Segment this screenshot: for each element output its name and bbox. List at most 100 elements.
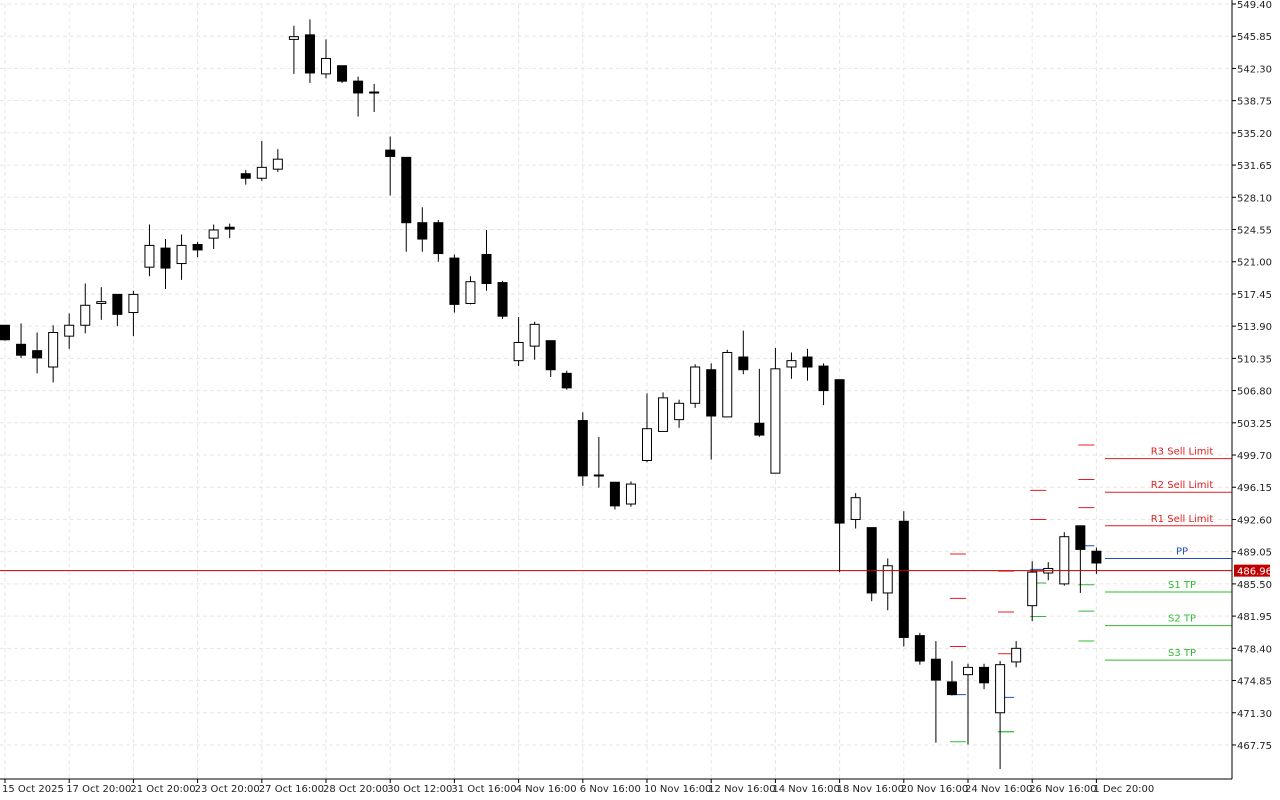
current-price-tag <box>1234 564 1270 577</box>
candle <box>674 399 685 428</box>
y-axis-ticks: 549.40 545.85 542.30 538.75 535.20 531.65 528.… <box>1232 0 1272 752</box>
grid-lines <box>0 3 1232 779</box>
candle <box>16 323 27 358</box>
candle-body <box>770 368 781 474</box>
candle-body <box>385 149 396 157</box>
candle <box>353 76 364 117</box>
y-tick-label: 496.15 <box>1237 483 1272 494</box>
candle-body <box>128 293 139 314</box>
candle-body <box>1075 525 1086 550</box>
candles <box>0 19 1102 770</box>
y-tick-label: 471.30 <box>1237 709 1272 720</box>
candle-body <box>240 173 251 179</box>
y-tick-label: 538.75 <box>1237 97 1272 108</box>
candle-body <box>48 332 59 368</box>
y-tick-label: 524.55 <box>1237 226 1272 237</box>
candle <box>208 224 219 250</box>
candle <box>224 223 235 239</box>
candle-body <box>802 356 813 368</box>
candle-body <box>513 341 524 362</box>
pivot-label-s3-tp: S3 TP <box>1168 648 1196 659</box>
candle <box>112 293 123 327</box>
x-tick-label: 20 Nov 16:00 <box>901 784 968 795</box>
pivot-label-r2-sell-limit: R2 Sell Limit <box>1151 480 1214 491</box>
candle <box>593 436 604 488</box>
candle-body <box>834 379 845 524</box>
candle <box>176 234 187 280</box>
y-tick-label: 549.40 <box>1237 0 1272 11</box>
pivot-label-s1-tp: S1 TP <box>1168 580 1196 591</box>
candle <box>898 511 909 647</box>
candle <box>497 280 508 319</box>
candle-body <box>80 304 91 326</box>
candle-body <box>497 282 508 317</box>
pivot-levels: R3 Sell Limit R2 Sell Limit R1 Sell Limit P… <box>1105 447 1232 661</box>
candle-body <box>754 422 765 436</box>
candle-body <box>224 226 235 230</box>
candle-body <box>96 301 107 304</box>
candle-body <box>577 420 588 477</box>
y-tick-label: 478.40 <box>1237 644 1272 655</box>
candle <box>786 352 797 379</box>
candle <box>256 141 267 181</box>
y-tick-label: 521.00 <box>1237 258 1272 269</box>
x-tick-label: 24 Nov 16:00 <box>965 784 1032 795</box>
candle-body <box>481 253 492 285</box>
candle <box>128 290 139 337</box>
candle <box>963 663 973 745</box>
candle-body <box>979 666 990 684</box>
x-tick-label: 1 Dec 20:00 <box>1093 784 1154 795</box>
pivot-label-r3-sell-limit: R3 Sell Limit <box>1151 447 1214 458</box>
candle-body <box>738 356 749 371</box>
candle <box>995 661 1006 770</box>
candle-body <box>561 372 572 389</box>
candle <box>369 83 380 112</box>
candle-body <box>946 681 957 696</box>
candle-body <box>288 36 299 40</box>
candle <box>770 347 781 474</box>
candle <box>240 170 251 185</box>
candle <box>401 156 412 252</box>
candle-body <box>706 369 717 417</box>
candle <box>642 393 652 463</box>
y-tick-label: 467.75 <box>1237 741 1272 752</box>
candle-body <box>625 483 636 505</box>
x-tick-label: 27 Oct 16:00 <box>259 784 324 795</box>
candle-body <box>176 244 187 265</box>
candle <box>304 19 315 83</box>
candle-body <box>930 658 941 681</box>
candle <box>930 641 941 743</box>
candle-body <box>256 166 267 179</box>
candle-body <box>112 293 123 315</box>
y-tick-label: 510.35 <box>1237 354 1272 365</box>
candle-body <box>609 481 620 507</box>
candle <box>754 368 765 437</box>
candle-body <box>304 34 315 74</box>
candle <box>577 412 588 486</box>
y-tick-label: 489.05 <box>1237 548 1272 559</box>
candle-body <box>449 257 460 305</box>
candle <box>545 340 556 377</box>
x-tick-label: 26 Nov 16:00 <box>1029 784 1096 795</box>
pivot-label-r1-sell-limit: R1 Sell Limit <box>1151 514 1214 525</box>
candle-body <box>401 156 412 224</box>
candle <box>850 493 861 529</box>
candle-body <box>1091 550 1102 564</box>
candle-body <box>658 397 669 432</box>
candle-body <box>192 243 203 251</box>
candle <box>882 558 893 611</box>
candle <box>706 363 717 460</box>
candle <box>96 287 107 320</box>
candle <box>1011 641 1022 668</box>
x-tick-label: 28 Oct 20:00 <box>323 784 388 795</box>
candle <box>481 229 492 291</box>
x-tick-label: 10 Nov 16:00 <box>644 784 711 795</box>
candle <box>722 349 733 418</box>
candle-body <box>818 365 829 392</box>
candle-body <box>963 666 973 676</box>
candle <box>1059 532 1070 586</box>
candle-body <box>144 244 155 268</box>
y-tick-label: 517.45 <box>1237 290 1272 301</box>
candle-body <box>642 428 652 461</box>
